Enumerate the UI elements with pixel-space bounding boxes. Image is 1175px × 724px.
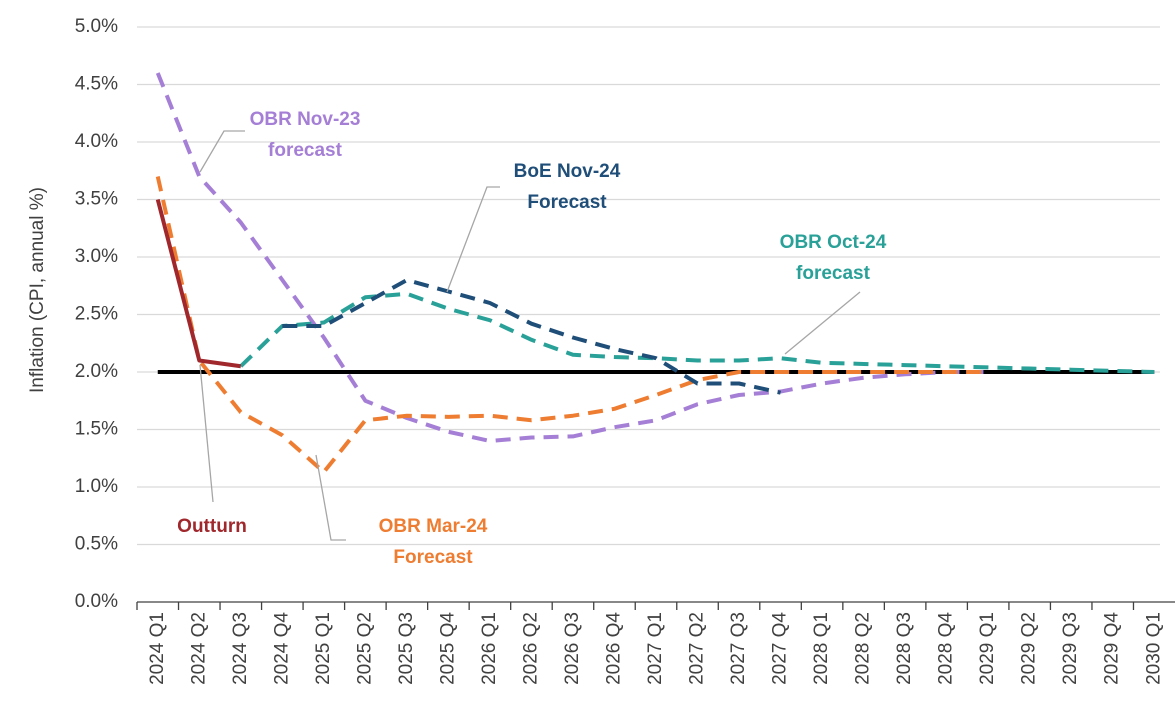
- y-tick-label: 1.0%: [75, 476, 118, 497]
- series-label-line: BoE Nov-24: [514, 161, 621, 182]
- grid: [136, 26, 1175, 610]
- y-tick-label: 4.5%: [75, 74, 118, 95]
- x-tick-label: 2029 Q2: [1019, 612, 1040, 685]
- series-label-line: forecast: [268, 140, 343, 161]
- series-line: [282, 278, 781, 395]
- x-tick-label: 2026 Q1: [479, 612, 500, 685]
- y-tick-label: 0.5%: [75, 534, 118, 555]
- series-label-line: OBR Mar-24: [379, 516, 488, 537]
- x-tick-label: 2029 Q1: [977, 612, 998, 685]
- x-tick-label: 2025 Q4: [437, 612, 458, 685]
- x-tick-label: 2027 Q2: [687, 612, 708, 685]
- x-tick-label: 2027 Q4: [770, 612, 791, 685]
- x-tick-label: 2025 Q1: [313, 612, 334, 685]
- series-label: BoE Nov-24 Forecast: [514, 161, 621, 213]
- x-tick-label: 2026 Q2: [520, 612, 541, 685]
- y-tick-label: 4.0%: [75, 131, 118, 152]
- y-tick-label: 3.0%: [75, 246, 118, 267]
- plot: [155, 72, 1155, 475]
- y-axis-title: Inflation (CPI, annual %): [27, 187, 48, 393]
- y-tick-label: 0.0%: [75, 591, 118, 612]
- series-line: [155, 199, 242, 369]
- leader-line: [446, 186, 500, 293]
- x-tick-label: 2030 Q1: [1143, 612, 1164, 685]
- x-tick-label: 2025 Q3: [396, 612, 417, 685]
- series-label-line: forecast: [796, 263, 871, 284]
- y-tick-label: 5.0%: [75, 16, 118, 37]
- x-tick-label: 2029 Q3: [1060, 612, 1081, 685]
- series-line: [155, 176, 989, 475]
- y-tick-label: 2.0%: [75, 361, 118, 382]
- series-line: [155, 72, 989, 443]
- series-label: OBR Mar-24 Forecast: [379, 516, 488, 568]
- x-tick-label: 2027 Q1: [645, 612, 666, 685]
- series-label: OBR Oct-24 forecast: [780, 232, 887, 284]
- x-tick-label: 2026 Q3: [562, 612, 583, 685]
- leader-line: [199, 130, 245, 173]
- x-tick-label: 2029 Q4: [1102, 612, 1123, 685]
- y-tick-label: 3.5%: [75, 189, 118, 210]
- x-tick-label: 2028 Q3: [894, 612, 915, 685]
- leader-line: [199, 364, 214, 503]
- series-label-line: Forecast: [393, 547, 473, 568]
- series-label-line: OBR Nov-23: [250, 109, 361, 130]
- x-tick-label: 2028 Q4: [936, 612, 957, 685]
- x-tick-label: 2024 Q1: [147, 612, 168, 685]
- series-label-line: Outturn: [177, 516, 247, 537]
- series-label: Outturn: [177, 516, 247, 537]
- y-tick-label: 1.5%: [75, 419, 118, 440]
- series-label: OBR Nov-23 forecast: [250, 109, 361, 161]
- x-tick-label: 2028 Q2: [853, 612, 874, 685]
- x-tick-label: 2024 Q2: [188, 612, 209, 685]
- leader-line: [315, 454, 346, 541]
- leader-line: [784, 291, 861, 355]
- series-line: [239, 291, 1155, 374]
- x-tick-label: 2026 Q4: [603, 612, 624, 685]
- x-tick-label: 2024 Q4: [271, 612, 292, 685]
- series-label-line: Forecast: [527, 192, 607, 213]
- x-tick-label: 2024 Q3: [230, 612, 251, 685]
- series-label-line: OBR Oct-24: [780, 232, 887, 253]
- x-tick-label: 2027 Q3: [728, 612, 749, 685]
- x-tick-label: 2028 Q1: [811, 612, 832, 685]
- x-tick-label: 2025 Q2: [354, 612, 375, 685]
- y-tick-label: 2.5%: [75, 304, 118, 325]
